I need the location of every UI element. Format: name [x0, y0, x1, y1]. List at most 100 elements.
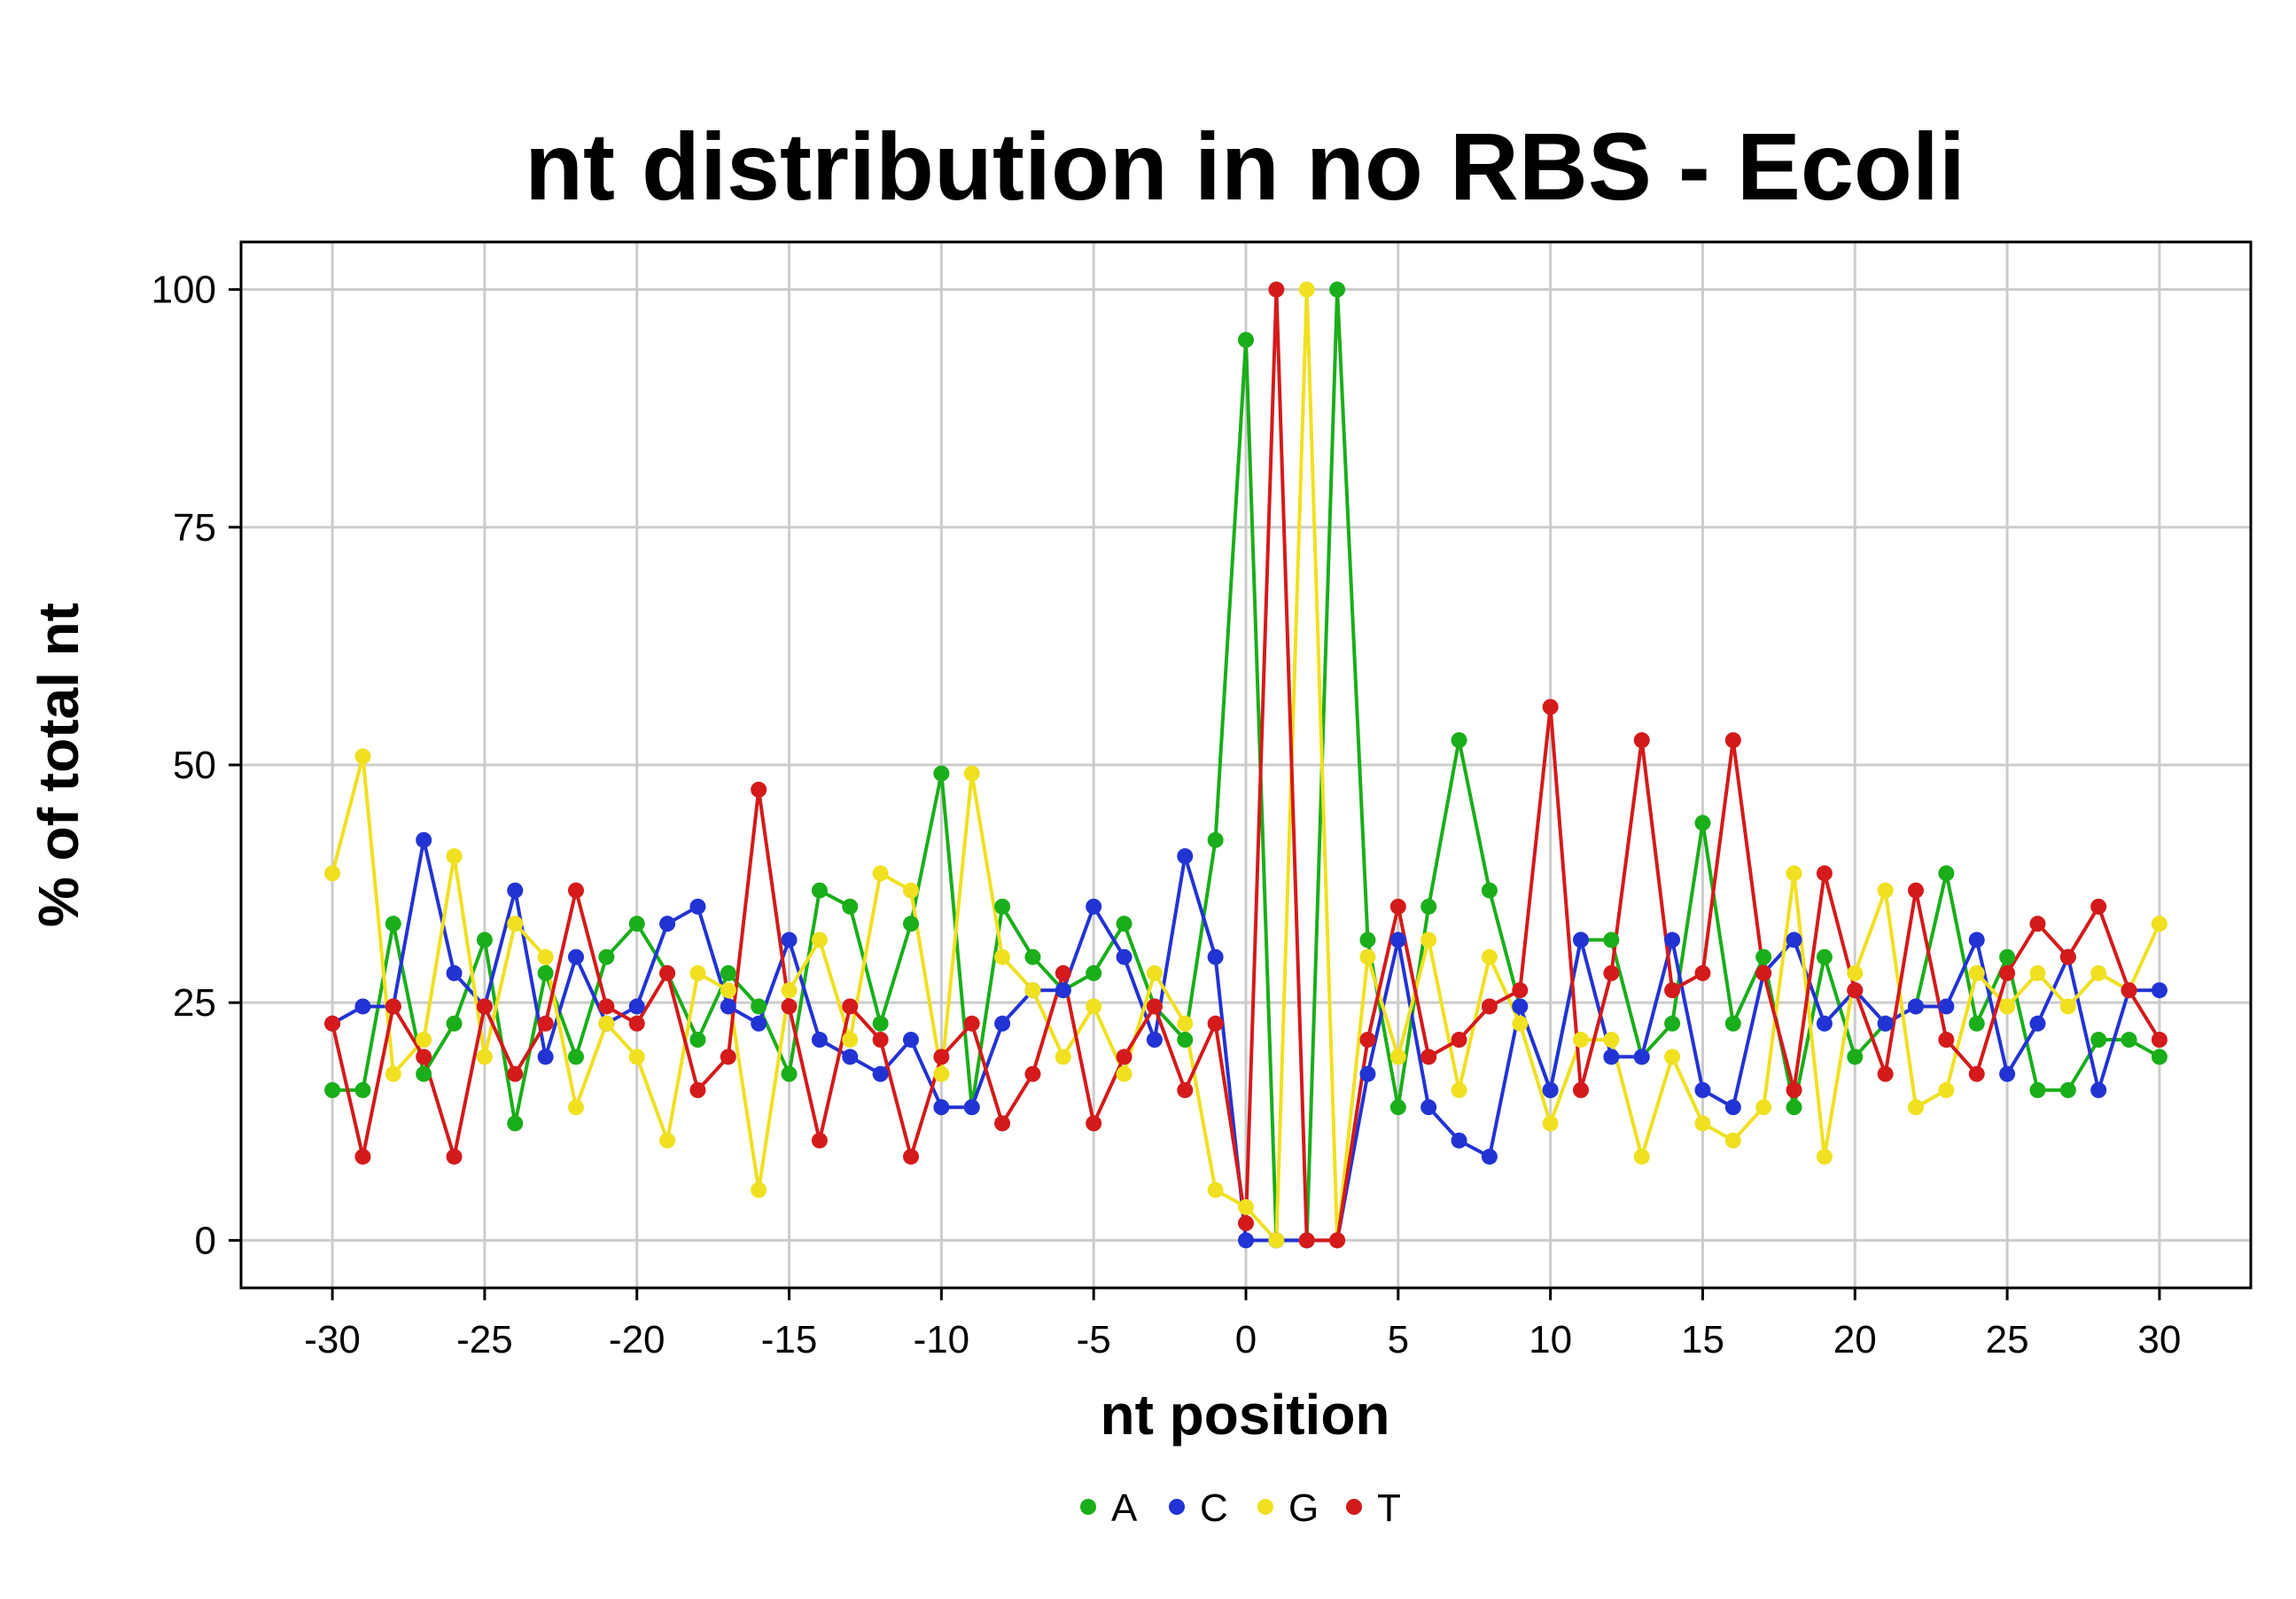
- data-point-c: [963, 1099, 980, 1116]
- y-tick-label: 75: [173, 506, 216, 550]
- data-point-a: [720, 964, 736, 981]
- data-point-t: [1207, 1015, 1224, 1032]
- data-point-t: [2029, 916, 2046, 932]
- data-point-c: [1999, 1065, 2016, 1082]
- data-point-a: [324, 1081, 341, 1098]
- data-point-c: [1938, 998, 1955, 1015]
- data-point-t: [1573, 1081, 1589, 1098]
- data-point-g: [1146, 964, 1163, 981]
- data-point-a: [994, 898, 1011, 915]
- data-point-c: [842, 1049, 859, 1065]
- data-point-t: [994, 1115, 1011, 1132]
- data-point-t: [963, 1015, 980, 1032]
- data-point-g: [1055, 1049, 1071, 1065]
- data-point-a: [1116, 916, 1132, 932]
- data-point-t: [1816, 865, 1833, 882]
- data-point-g: [1938, 1081, 1955, 1098]
- data-point-t: [1542, 698, 1559, 715]
- grid-lines: [241, 242, 2251, 1288]
- legend-label-t: T: [1377, 1486, 1401, 1530]
- data-point-t: [598, 998, 615, 1015]
- data-point-a: [385, 916, 401, 932]
- data-point-g: [598, 1015, 615, 1032]
- data-point-t: [1055, 964, 1071, 981]
- data-point-t: [933, 1049, 950, 1065]
- data-point-g: [1116, 1065, 1132, 1082]
- data-point-g: [903, 882, 919, 899]
- data-point-c: [2151, 982, 2168, 999]
- data-point-t: [689, 1081, 706, 1098]
- data-point-t: [1724, 732, 1741, 749]
- data-point-c: [1451, 1132, 1467, 1149]
- data-point-c: [1420, 1099, 1437, 1116]
- data-point-c: [416, 831, 432, 848]
- data-point-t: [2121, 982, 2137, 999]
- data-point-a: [1389, 1099, 1406, 1116]
- data-point-g: [476, 1049, 493, 1065]
- data-point-c: [659, 916, 676, 932]
- legend-marker-g: [1257, 1499, 1273, 1515]
- x-tick-label: -20: [609, 1318, 665, 1361]
- data-point-a: [1481, 882, 1498, 899]
- data-point-t: [1603, 964, 1620, 981]
- data-point-c: [994, 1015, 1011, 1032]
- y-axis: 0 25 50 75 100: [152, 269, 241, 1262]
- data-point-t: [416, 1049, 432, 1065]
- series-points: [324, 281, 2168, 1249]
- data-point-a: [811, 882, 828, 899]
- data-point-t: [1268, 281, 1285, 298]
- data-point-a: [507, 1115, 524, 1132]
- data-point-t: [354, 1148, 371, 1165]
- data-point-a: [1359, 932, 1376, 948]
- data-point-t: [1389, 898, 1406, 915]
- data-point-g: [416, 1032, 432, 1049]
- data-point-t: [1086, 1115, 1102, 1132]
- data-point-g: [1207, 1182, 1224, 1198]
- data-point-a: [1329, 281, 1346, 298]
- data-point-a: [872, 1015, 889, 1032]
- data-point-t: [720, 1049, 736, 1065]
- data-point-t: [1999, 964, 2016, 981]
- data-point-a: [842, 898, 859, 915]
- data-point-a: [2059, 1081, 2076, 1098]
- legend-label-a: A: [1111, 1486, 1138, 1530]
- data-point-g: [1024, 982, 1041, 999]
- data-point-a: [751, 998, 767, 1015]
- data-point-a: [476, 932, 493, 948]
- data-point-a: [1024, 948, 1041, 965]
- data-point-a: [416, 1065, 432, 1082]
- data-point-c: [872, 1065, 889, 1082]
- data-point-t: [324, 1015, 341, 1032]
- data-point-t: [1177, 1081, 1194, 1098]
- x-tick-label: -25: [456, 1318, 513, 1361]
- x-tick-label: 30: [2137, 1318, 2181, 1361]
- data-point-t: [1359, 1032, 1376, 1049]
- legend-label-g: G: [1288, 1486, 1319, 1530]
- data-point-g: [1999, 998, 2016, 1015]
- data-point-g: [1908, 1099, 1924, 1116]
- legend-label-c: C: [1200, 1486, 1228, 1530]
- data-point-t: [476, 998, 493, 1015]
- data-point-g: [2029, 964, 2046, 981]
- data-point-g: [1633, 1148, 1650, 1165]
- data-point-g: [1086, 998, 1102, 1015]
- data-point-c: [933, 1099, 950, 1116]
- data-point-t: [1968, 1065, 1985, 1082]
- data-point-t: [1908, 882, 1924, 899]
- data-point-g: [994, 948, 1011, 965]
- data-point-t: [2151, 1032, 2168, 1049]
- data-point-c: [537, 1049, 554, 1065]
- data-point-c: [1633, 1049, 1650, 1065]
- data-point-a: [1786, 1099, 1802, 1116]
- data-point-t: [568, 882, 584, 899]
- x-tick-label: -10: [914, 1318, 970, 1361]
- data-point-t: [1481, 998, 1498, 1015]
- data-point-a: [537, 964, 554, 981]
- data-point-g: [2059, 998, 2076, 1015]
- data-point-g: [1389, 1049, 1406, 1065]
- legend-marker-t: [1346, 1499, 1362, 1515]
- data-point-t: [1755, 964, 1772, 981]
- x-tick-label: 15: [1681, 1318, 1724, 1361]
- data-point-g: [1542, 1115, 1559, 1132]
